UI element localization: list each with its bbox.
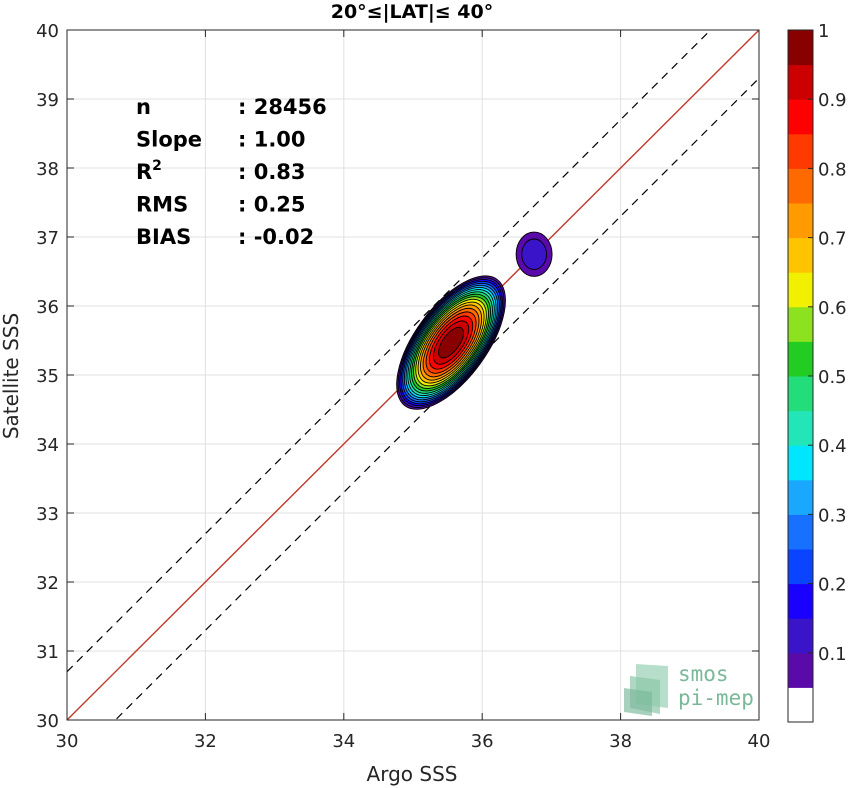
colorbar-swatch (788, 306, 813, 342)
watermark-line2: pi-mep (678, 686, 754, 710)
offset-dashed-line (114, 77, 759, 720)
y-tick-label: 34 (36, 435, 59, 456)
x-tick-label: 40 (748, 731, 771, 752)
colorbar-tick-label: 0.7 (818, 229, 847, 250)
colorbar-swatch (788, 237, 813, 273)
colorbar-swatch (788, 64, 813, 100)
colorbar-swatch (788, 445, 813, 481)
stat-value: : 0.83 (238, 160, 306, 184)
stat-label: RMS (136, 193, 188, 217)
stat-label: n (136, 95, 151, 119)
density-contour (438, 326, 464, 359)
colorbar-swatch (788, 618, 813, 654)
y-tick-label: 39 (36, 90, 59, 111)
y-axis-label: Satellite SSS (0, 313, 23, 439)
stat-label: BIAS (136, 225, 191, 249)
colorbar-swatch (788, 479, 813, 515)
y-tick-label: 31 (36, 642, 59, 663)
watermark-line1: smos (678, 662, 729, 686)
density-contour (521, 238, 547, 270)
colorbar-swatch (788, 687, 813, 723)
y-tick-label: 36 (36, 297, 59, 318)
stat-value: : 0.25 (238, 193, 306, 217)
y-tick-label: 40 (36, 21, 59, 42)
colorbar-tick-label: 0.2 (818, 575, 847, 596)
x-tick-label: 36 (471, 731, 494, 752)
colorbar-swatch (788, 99, 813, 135)
x-tick-label: 32 (194, 731, 217, 752)
colorbar-tick-label: 1 (818, 21, 829, 42)
y-tick-label: 30 (36, 711, 59, 732)
smos-logo-icon (624, 664, 668, 716)
colorbar-swatch (788, 203, 813, 239)
colorbar-swatch (788, 168, 813, 204)
colorbar-tick-label: 0.3 (818, 505, 847, 526)
offset-dashed-line (67, 30, 712, 673)
colorbar-tick-label: 0.6 (818, 298, 847, 319)
colorbar-swatch (788, 514, 813, 550)
x-tick-label: 38 (609, 731, 632, 752)
colorbar-tick-label: 0.5 (818, 367, 847, 388)
chart-title: 20°≤|LAT|≤ 40° (331, 1, 494, 23)
y-tick-label: 38 (36, 159, 59, 180)
plot-area: 30 32 34 36 38 40 30 31 32 33 34 35 36 37 38 39 40 (36, 21, 771, 752)
x-tick-label: 34 (332, 731, 355, 752)
colorbar-tick-label: 0.9 (818, 90, 847, 111)
colorbar-tick-label: 0.1 (818, 644, 847, 665)
stat-value: : 28456 (238, 95, 327, 119)
colorbar-swatch (788, 341, 813, 377)
watermark-logo: smos pi-mep (624, 662, 754, 716)
colorbar-swatch (788, 30, 813, 66)
y-tick-label: 37 (36, 228, 59, 249)
stat-value: : -0.02 (238, 225, 314, 249)
colorbar-tick-label: 0.4 (818, 436, 847, 457)
x-tick-label: 30 (56, 731, 79, 752)
x-axis-label: Argo SSS (367, 762, 458, 786)
colorbar-tick-label: 0.8 (818, 159, 847, 180)
y-tick-label: 33 (36, 504, 59, 525)
colorbar-swatch (788, 376, 813, 412)
colorbar: 0.1 0.2 0.3 0.4 0.5 0.6 0.7 0.8 0.9 1 (787, 21, 847, 723)
colorbar-swatch (788, 133, 813, 169)
colorbar-swatch (788, 549, 813, 585)
colorbar-swatch (788, 410, 813, 446)
colorbar-swatch (788, 652, 813, 688)
colorbar-swatch (788, 583, 813, 619)
colorbar-swatch (788, 272, 813, 308)
stat-value: : 1.00 (238, 128, 306, 152)
y-tick-label: 35 (36, 366, 59, 387)
y-tick-label: 32 (36, 573, 59, 594)
stat-label: Slope (136, 128, 202, 152)
